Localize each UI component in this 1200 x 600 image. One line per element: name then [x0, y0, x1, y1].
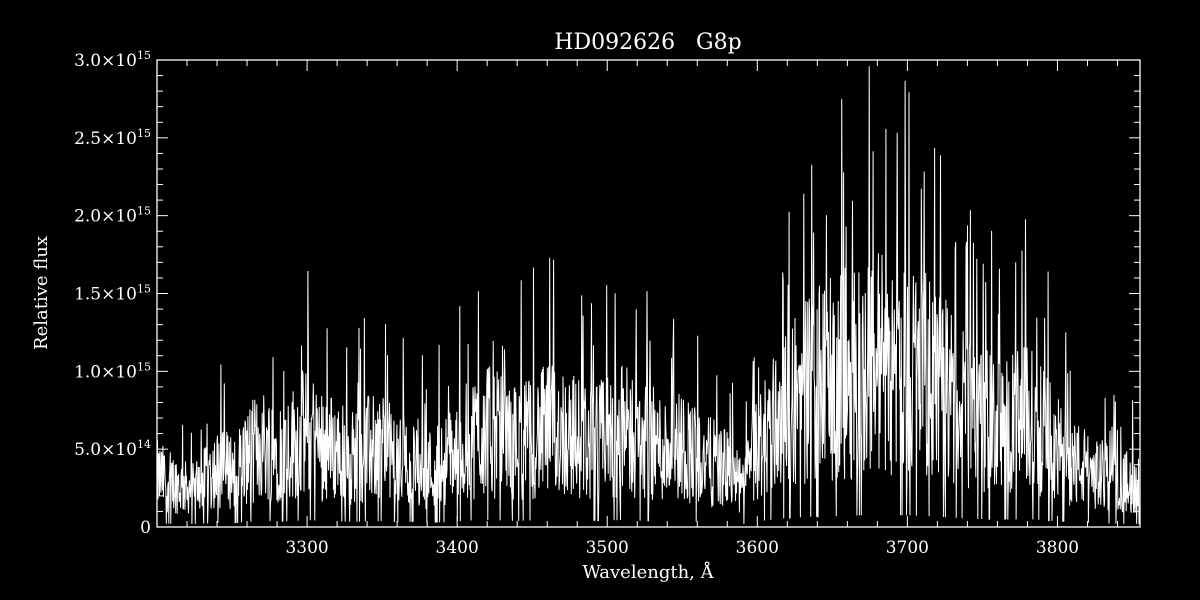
spectrum-line [156, 66, 1141, 525]
y-tick-label: 3.0×1015 [74, 49, 151, 71]
y-tick-label: 1.5×1015 [74, 283, 151, 305]
y-tick-label: 0 [140, 518, 151, 538]
chart-title: HD092626 G8p [554, 30, 741, 55]
plot-area: 3300 3400 3500 3600 3700 3800 3.0×1015 2.5×1015… [74, 49, 1141, 558]
y-tick-label: 2.0×1015 [74, 205, 151, 227]
y-axis-label: Relative flux [31, 236, 52, 350]
x-tick-label: 3300 [285, 538, 328, 558]
y-tick-label: 1.0×1015 [74, 360, 151, 382]
x-tick-label: 3400 [436, 538, 479, 558]
x-axis-label: Wavelength, Å [582, 561, 714, 583]
x-tick-label: 3700 [886, 538, 929, 558]
y-tick-label: 2.5×1015 [74, 127, 151, 149]
x-tick-label: 3800 [1036, 538, 1079, 558]
x-tick-label: 3500 [586, 538, 629, 558]
y-tick-label: 5.0×1014 [74, 438, 151, 460]
x-tick-label: 3600 [736, 538, 779, 558]
